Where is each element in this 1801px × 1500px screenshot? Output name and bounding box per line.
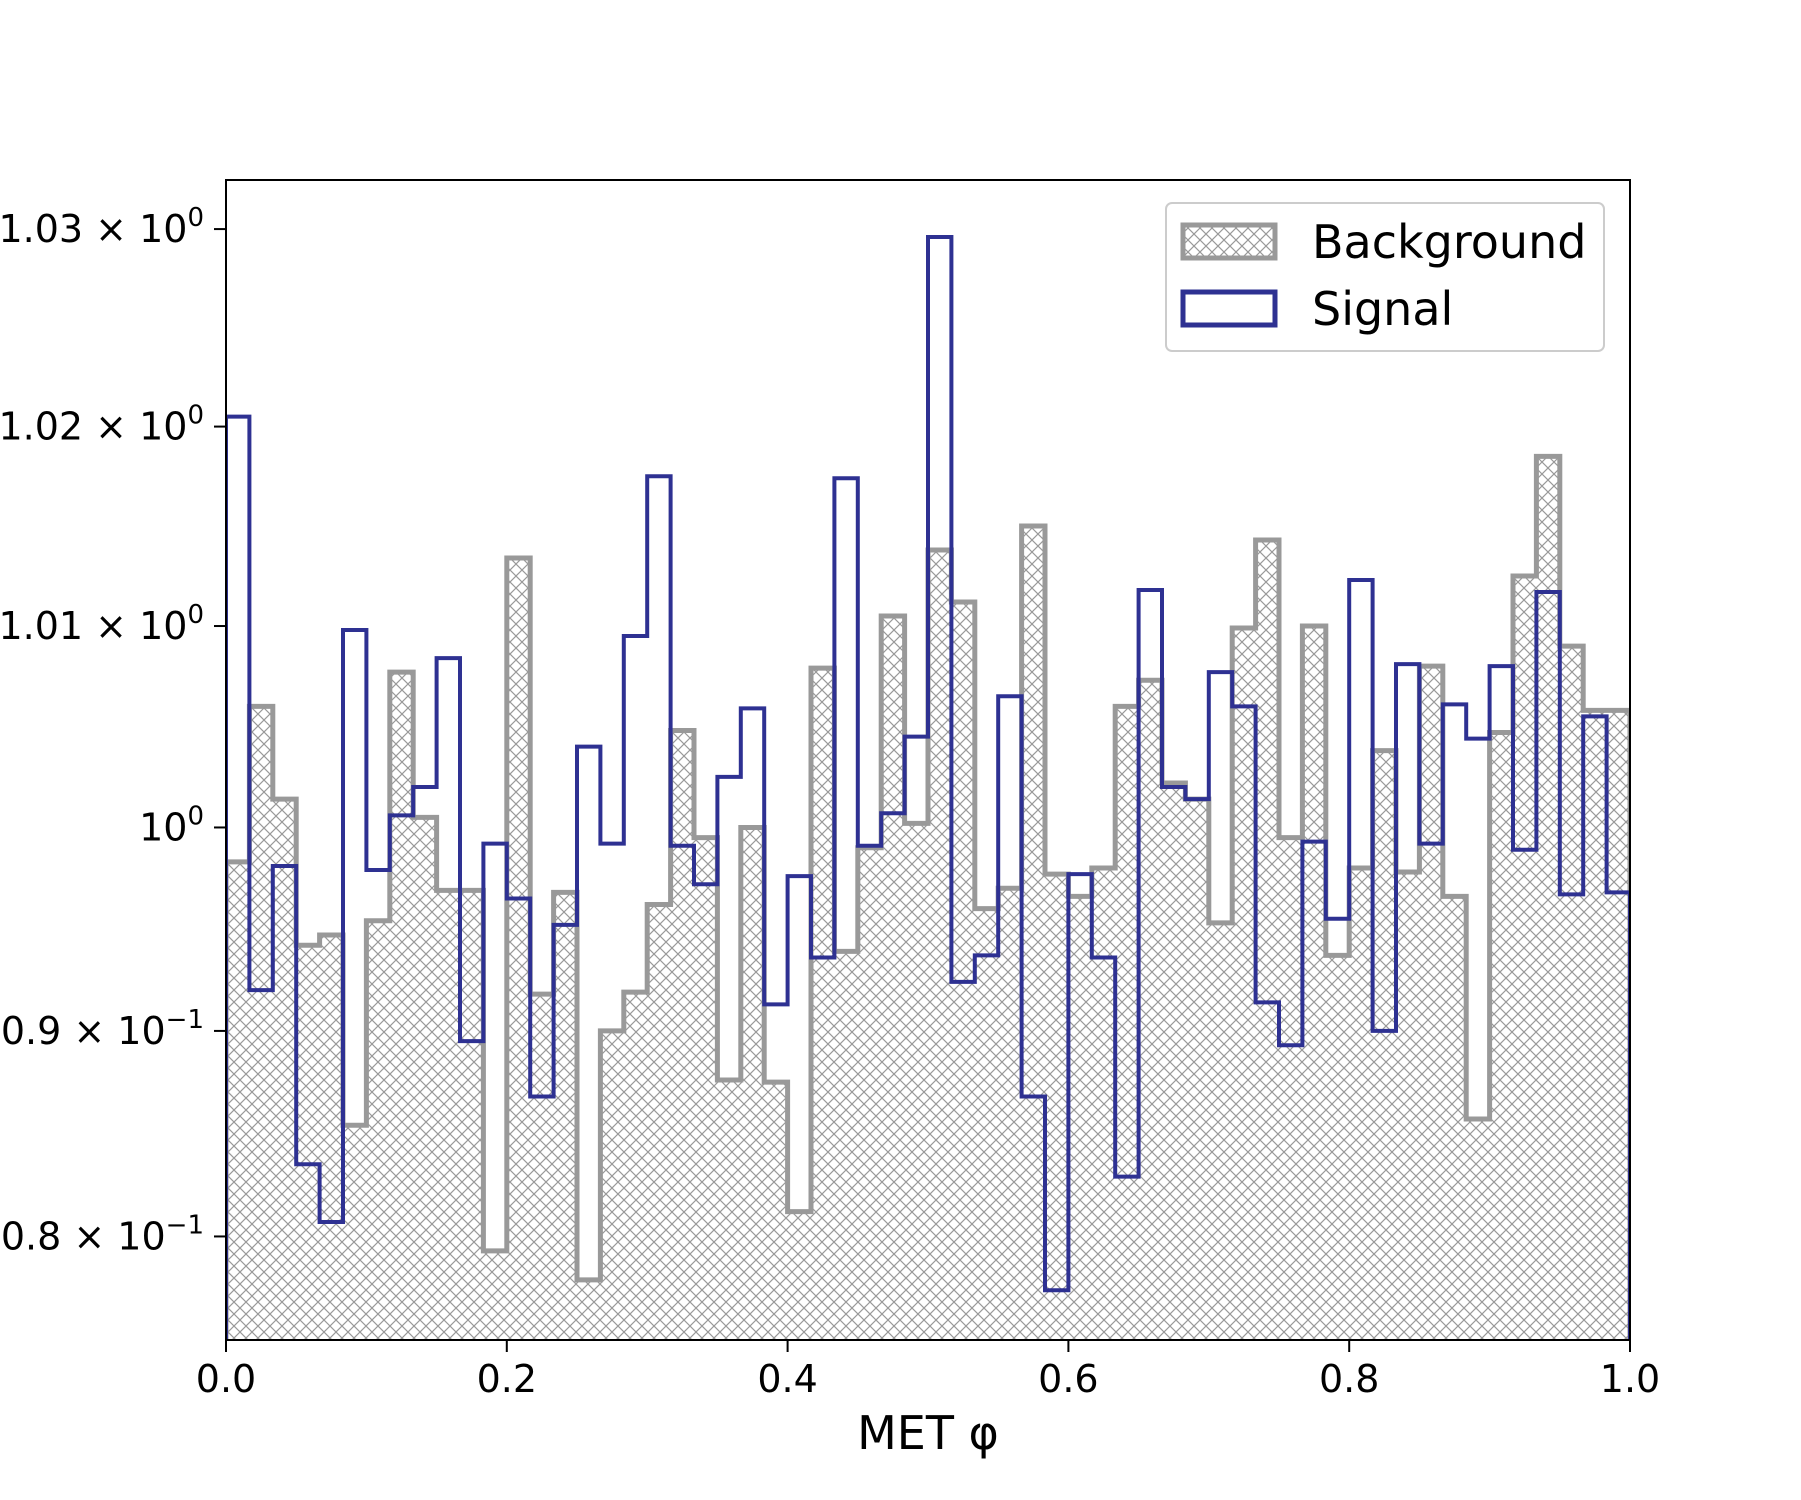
- legend: Background Signal: [1165, 202, 1605, 352]
- x-tick-label: 0.0: [196, 1357, 256, 1401]
- x-axis: 0.0 0.2 0.4 0.6 0.8 1.0: [196, 1340, 1660, 1401]
- x-tick-label: 0.2: [477, 1357, 537, 1401]
- x-axis-title: MET φ: [857, 1406, 999, 1460]
- y-tick-label: 0.8 × 10−1: [1, 1210, 204, 1258]
- legend-label-signal: Signal: [1312, 282, 1453, 336]
- y-tick-label: 100: [139, 801, 204, 849]
- plot-frame: [225, 179, 1631, 1341]
- x-tick-label: 0.4: [757, 1357, 817, 1401]
- plot-area: [226, 234, 1630, 1340]
- signal-outline: [226, 234, 1630, 1340]
- legend-label-background: Background: [1312, 215, 1586, 269]
- x-tick-label: 0.8: [1319, 1357, 1379, 1401]
- x-tick-label: 0.6: [1038, 1357, 1098, 1401]
- legend-swatch-signal: [1180, 289, 1278, 328]
- x-tick-label: 1.0: [1600, 1357, 1660, 1401]
- y-tick-label: 0.9 × 10−1: [1, 1005, 204, 1053]
- legend-swatch-background: [1180, 222, 1278, 261]
- y-tick-label: 1.01 × 100: [0, 600, 204, 648]
- series-signal: [226, 234, 1630, 1340]
- y-tick-label: 1.02 × 100: [0, 401, 204, 449]
- y-axis: 0.8 × 10−1 0.9 × 10−1 100 1.01 × 100 1.02 × …: [0, 203, 226, 1258]
- y-tick-label: 1.03 × 100: [0, 203, 204, 251]
